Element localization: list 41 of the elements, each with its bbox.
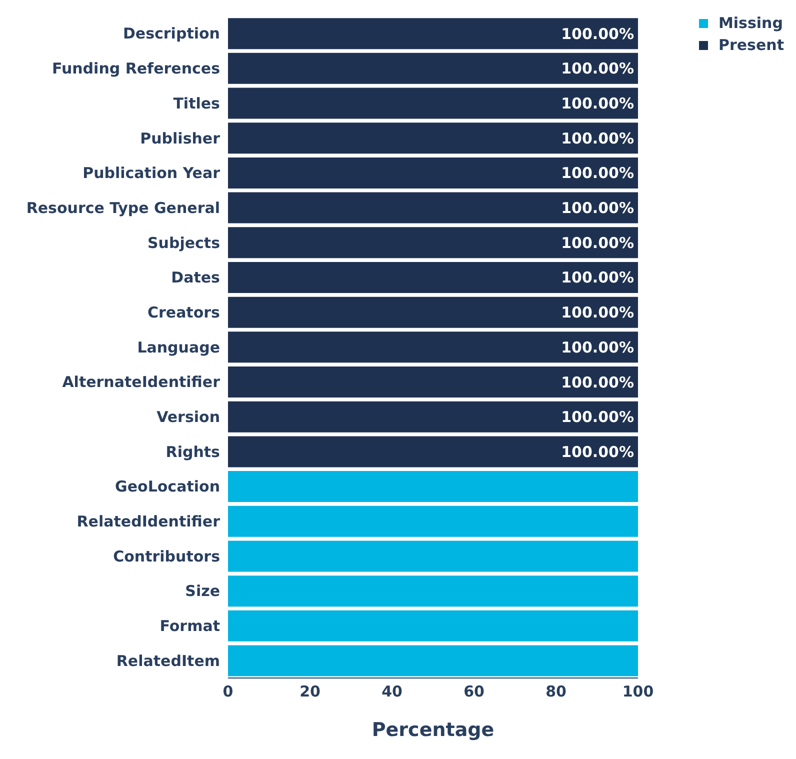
- data-label: 100.00%: [561, 234, 634, 252]
- y-tick-label: Language: [137, 338, 220, 356]
- legend-label: Present: [718, 36, 784, 54]
- y-tick-label: Rights: [166, 442, 220, 461]
- data-label: 100.00%: [561, 338, 634, 356]
- y-tick-label: Version: [156, 408, 220, 426]
- data-label: 100.00%: [561, 94, 634, 113]
- y-tick-label: Dates: [171, 268, 220, 287]
- x-tick-label: 0: [222, 682, 234, 701]
- x-axis-title: Percentage: [372, 719, 494, 741]
- legend-label: Missing: [718, 14, 783, 32]
- y-tick-label: Resource Type General: [26, 198, 220, 217]
- y-tick-label: Publisher: [140, 129, 221, 148]
- y-tick-label: Contributors: [113, 547, 220, 566]
- y-tick-label: AlternateIdentifier: [62, 373, 221, 392]
- y-tick-label: Titles: [173, 94, 220, 112]
- y-tick-label: Funding References: [52, 60, 220, 78]
- y-tick-label: Size: [185, 582, 220, 600]
- data-label: 100.00%: [561, 442, 634, 461]
- y-tick-label: Publication Year: [82, 164, 221, 182]
- x-tick-label: 60: [464, 682, 484, 701]
- data-label: 100.00%: [561, 373, 634, 392]
- data-label: 100.00%: [561, 268, 634, 287]
- data-label: 100.00%: [561, 60, 634, 78]
- data-label: 100.00%: [561, 199, 634, 218]
- y-tick-label: RelatedIdentifier: [76, 512, 221, 531]
- y-tick-label: Subjects: [147, 234, 220, 252]
- y-tick-label: Description: [122, 24, 220, 43]
- data-label: 100.00%: [561, 408, 634, 426]
- data-label: 100.00%: [561, 24, 634, 43]
- data-label: 100.00%: [561, 304, 634, 322]
- x-tick-label: 20: [300, 682, 320, 701]
- y-tick-label: Format: [160, 617, 220, 636]
- data-label: 100.00%: [561, 129, 634, 148]
- y-tick-label: RelatedItem: [116, 652, 220, 670]
- y-tick-label: Creators: [147, 303, 220, 322]
- data-label: 100.00%: [561, 164, 634, 182]
- y-tick-label: GeoLocation: [115, 478, 220, 496]
- x-tick-label: 80: [546, 682, 566, 701]
- x-tick-label: 100: [622, 682, 654, 701]
- x-tick-label: 40: [382, 682, 402, 701]
